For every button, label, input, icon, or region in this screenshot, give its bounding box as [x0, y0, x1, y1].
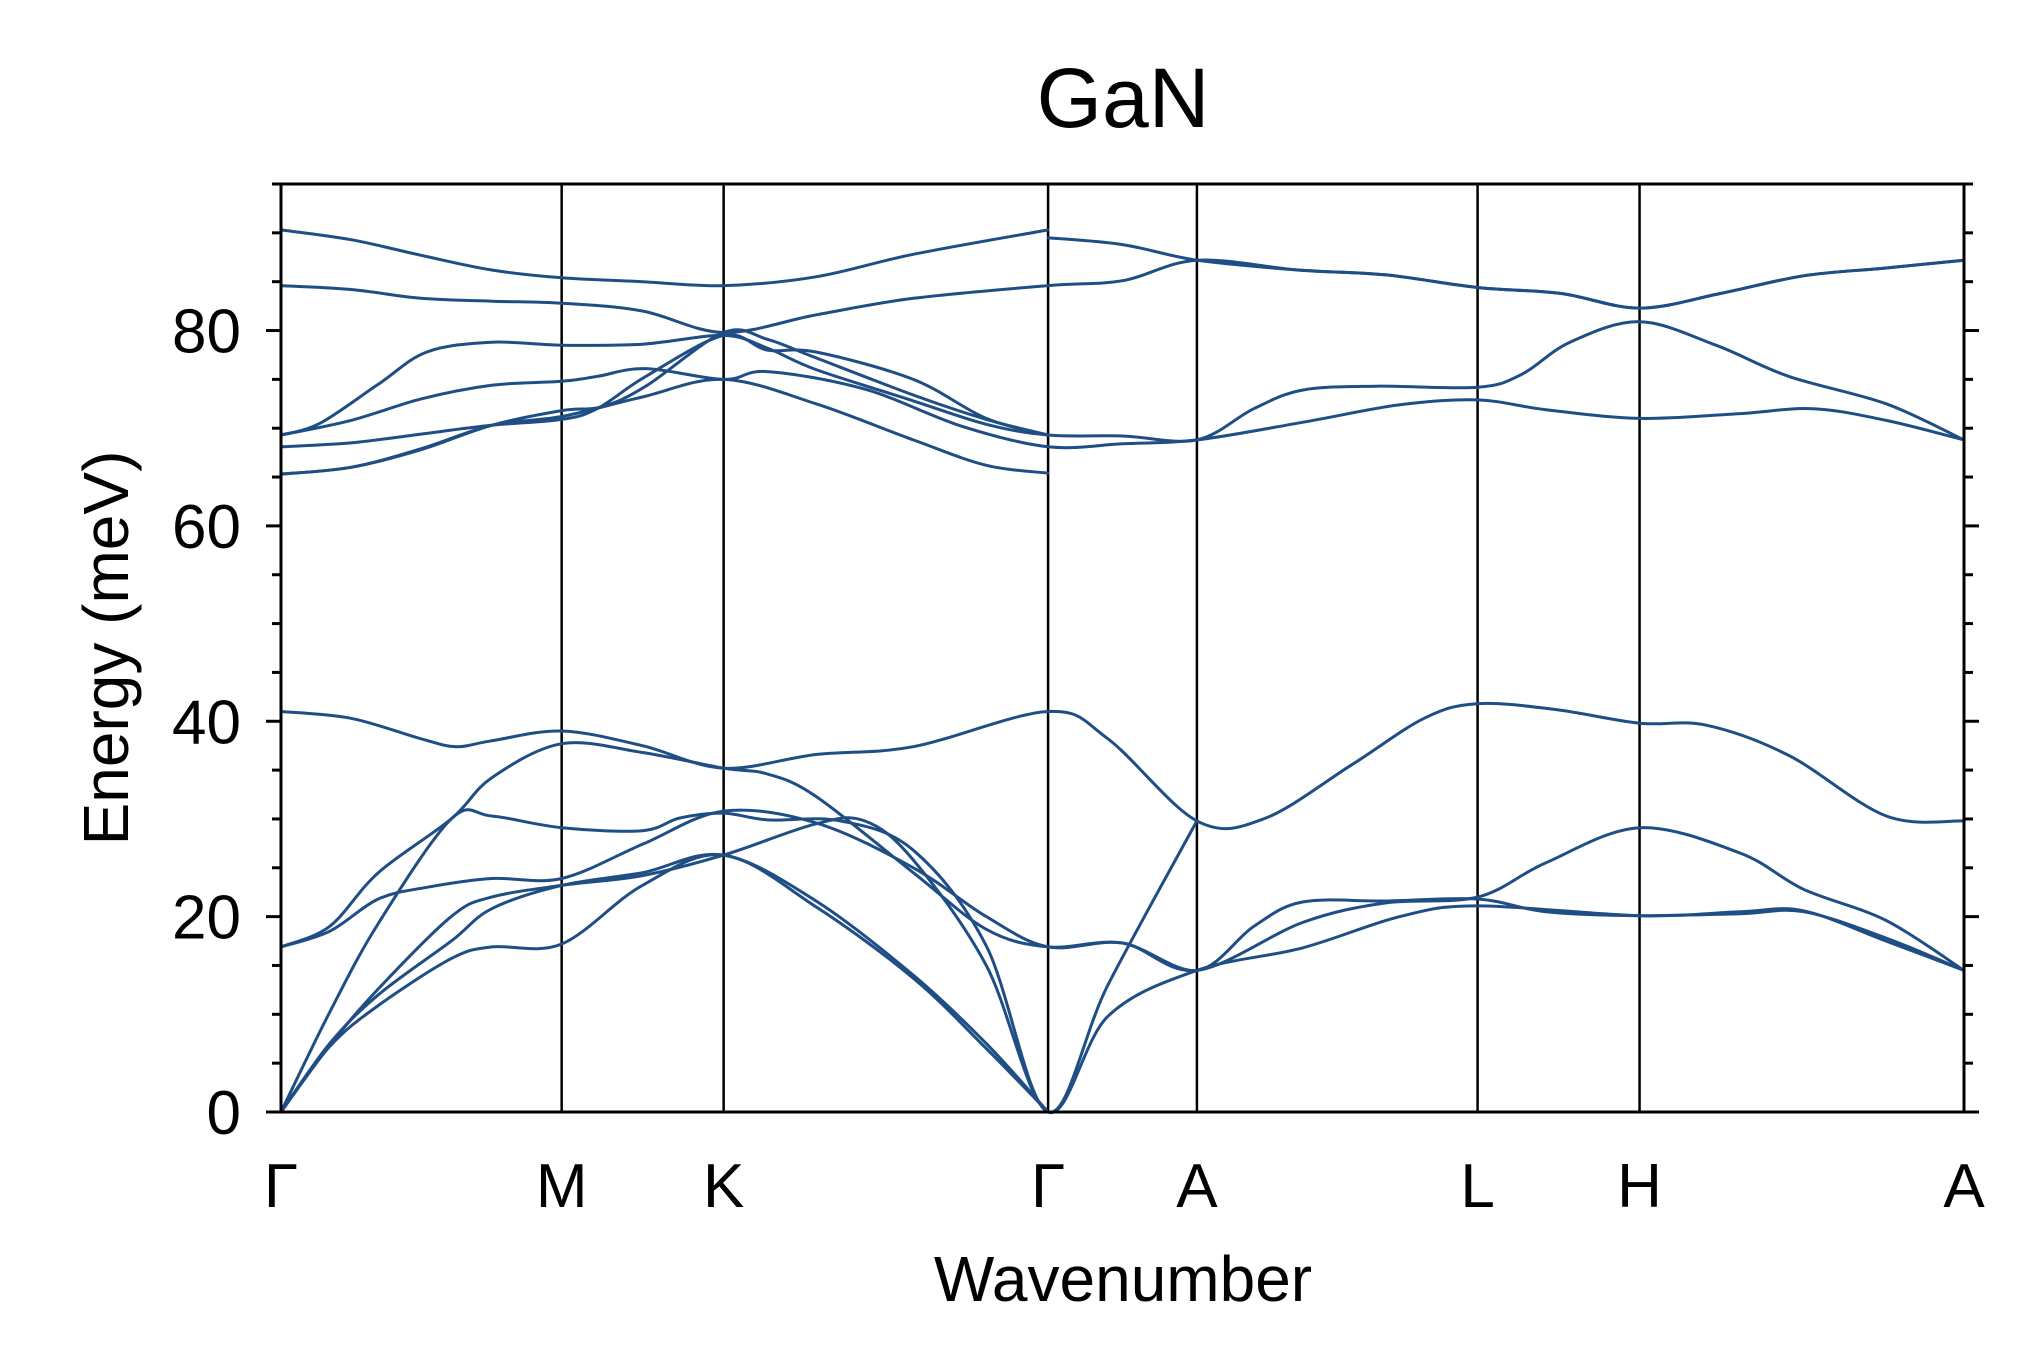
- phonon-band-line: [279, 320, 1966, 443]
- phonon-band-line: [279, 367, 1966, 450]
- x-tick-label: A: [1176, 1152, 1218, 1221]
- x-axis-label: Wavenumber: [934, 1243, 1312, 1315]
- phonon-band-line: [279, 816, 1966, 1114]
- x-tick-label: M: [536, 1152, 588, 1221]
- phonon-band-line: [279, 228, 1050, 288]
- phonon-band-line: [279, 377, 1050, 476]
- y-tick-label: 80: [172, 298, 241, 367]
- phonon-band-line: [279, 333, 1050, 449]
- y-tick-label: 20: [172, 884, 241, 953]
- y-tick-label: 60: [172, 493, 241, 562]
- x-tick-label: K: [703, 1152, 744, 1221]
- phonon-band-line: [279, 328, 1050, 476]
- y-tick-label: 0: [207, 1079, 241, 1148]
- phonon-band-line: [279, 852, 1050, 1114]
- phonon-band-line: [279, 853, 1050, 1114]
- phonon-band-line: [279, 741, 1966, 973]
- y-tick-label: 40: [172, 688, 241, 757]
- phonon-bands: [279, 228, 1966, 1114]
- plot-frame: [279, 182, 1966, 1114]
- x-tick-label: A: [1943, 1152, 1985, 1221]
- y-axis-label: Energy (meV): [70, 451, 142, 846]
- y-ticks: 0 20 40 60 80: [172, 182, 1979, 1148]
- x-tick-label: Γ: [1031, 1152, 1065, 1221]
- phonon-band-line: [279, 808, 1199, 1114]
- phonon-band-line: [279, 701, 1966, 831]
- x-tick-label: H: [1617, 1152, 1662, 1221]
- x-tick-label: Γ: [264, 1152, 298, 1221]
- x-tick-label: L: [1460, 1152, 1494, 1221]
- high-symmetry-lines: [560, 184, 1641, 1112]
- phonon-band-line: [279, 258, 1966, 335]
- chart-title: GaN: [1037, 51, 1210, 145]
